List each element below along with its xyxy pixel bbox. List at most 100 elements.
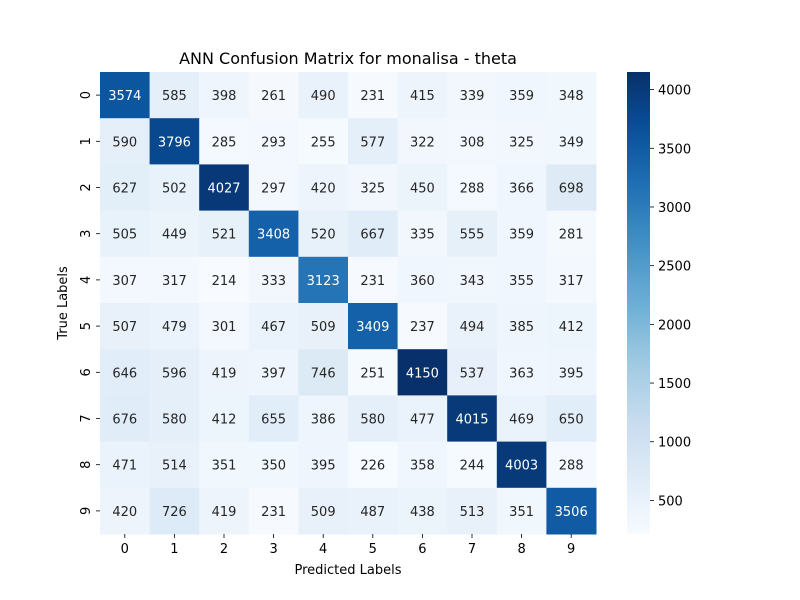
cell-value-label: 297 bbox=[261, 182, 286, 197]
cell-value-label: 397 bbox=[261, 366, 286, 381]
heatmap-cell bbox=[248, 210, 299, 258]
cell-value-label: 4015 bbox=[455, 413, 488, 428]
heatmap-cell bbox=[298, 164, 349, 212]
cell-value-label: 655 bbox=[261, 413, 286, 428]
cell-value-label: 580 bbox=[360, 413, 385, 428]
heatmap-cell bbox=[298, 303, 349, 350]
cell-value-label: 3574 bbox=[108, 89, 141, 104]
cell-value-label: 325 bbox=[509, 135, 534, 150]
cell-value-label: 420 bbox=[311, 182, 336, 197]
cell-value-label: 627 bbox=[112, 182, 137, 197]
heatmap-cell bbox=[199, 210, 250, 258]
cell-value-label: 385 bbox=[509, 320, 534, 335]
heatmap-cell bbox=[199, 303, 250, 350]
heatmap-cell bbox=[298, 210, 349, 258]
heatmap-cell bbox=[546, 118, 597, 165]
heatmap-cell bbox=[447, 256, 498, 304]
cell-value-label: 350 bbox=[261, 459, 286, 474]
cell-value-label: 261 bbox=[261, 89, 286, 104]
y-tick-label: 9 bbox=[79, 507, 94, 515]
cell-value-label: 471 bbox=[112, 459, 137, 474]
y-tick-label: 6 bbox=[79, 368, 94, 376]
cell-value-label: 596 bbox=[162, 366, 187, 381]
heatmap-cell bbox=[100, 256, 151, 304]
heatmap-cell bbox=[348, 164, 399, 212]
heatmap-cell bbox=[546, 256, 597, 304]
heatmap-cell bbox=[397, 164, 448, 212]
heatmap-cell bbox=[447, 395, 498, 443]
chart-title: ANN Confusion Matrix for monalisa - thet… bbox=[179, 49, 517, 68]
heatmap-cell bbox=[348, 118, 399, 165]
heatmap-cell bbox=[348, 72, 399, 119]
heatmap-cell bbox=[447, 349, 498, 396]
heatmap-cell bbox=[100, 210, 151, 258]
heatmap-cell bbox=[348, 256, 399, 304]
cell-value-label: 507 bbox=[112, 320, 137, 335]
heatmap-cell bbox=[199, 72, 250, 119]
heatmap-cell bbox=[397, 118, 448, 165]
heatmap-cell bbox=[149, 256, 200, 304]
heatmap-cell bbox=[496, 303, 547, 350]
heatmap-cell bbox=[397, 72, 448, 119]
x-tick-label: 3 bbox=[269, 542, 277, 557]
heatmap-cell bbox=[397, 210, 448, 258]
heatmap-cell bbox=[100, 349, 151, 396]
heatmap-cell bbox=[348, 349, 399, 396]
cell-value-label: 355 bbox=[509, 274, 534, 289]
heatmap-cell bbox=[248, 164, 299, 212]
cell-value-label: 580 bbox=[162, 413, 187, 428]
cell-value-label: 360 bbox=[410, 274, 435, 289]
cell-value-label: 398 bbox=[212, 89, 237, 104]
cell-value-label: 3408 bbox=[257, 228, 290, 243]
cell-value-label: 667 bbox=[360, 228, 385, 243]
heatmap-cell bbox=[496, 487, 547, 535]
cell-value-label: 3796 bbox=[158, 135, 191, 150]
colorbar-tick-label: 1000 bbox=[658, 436, 691, 451]
cell-value-label: 450 bbox=[410, 182, 435, 197]
cell-value-label: 349 bbox=[559, 135, 584, 150]
heatmap-cell bbox=[298, 487, 349, 535]
heatmap-cell bbox=[199, 487, 250, 535]
cell-value-label: 494 bbox=[460, 320, 485, 335]
cell-value-label: 585 bbox=[162, 89, 187, 104]
cell-value-label: 359 bbox=[509, 89, 534, 104]
cell-value-label: 698 bbox=[559, 182, 584, 197]
y-tick-label: 8 bbox=[79, 461, 94, 469]
heatmap-cell bbox=[397, 395, 448, 443]
heatmap-cell bbox=[496, 395, 547, 443]
cell-value-label: 4003 bbox=[505, 459, 538, 474]
x-tick-label: 0 bbox=[121, 542, 129, 557]
cell-value-label: 308 bbox=[460, 135, 485, 150]
heatmap-cell bbox=[199, 395, 250, 443]
heatmap-cell bbox=[149, 441, 200, 489]
heatmap-cell bbox=[100, 72, 151, 119]
heatmap-cell bbox=[348, 210, 399, 258]
y-tick-label: 1 bbox=[79, 137, 94, 145]
heatmap-cell bbox=[298, 395, 349, 443]
heatmap-cell bbox=[100, 441, 151, 489]
cell-value-label: 419 bbox=[212, 505, 237, 520]
heatmap-cell bbox=[397, 487, 448, 535]
heatmap-cell bbox=[546, 210, 597, 258]
x-tick-label: 7 bbox=[468, 542, 476, 557]
cell-value-label: 214 bbox=[212, 274, 237, 289]
heatmap-cell bbox=[298, 72, 349, 119]
heatmap-cell bbox=[447, 303, 498, 350]
heatmap-cell bbox=[149, 164, 200, 212]
cell-value-label: 251 bbox=[360, 366, 385, 381]
heatmap-cell bbox=[149, 395, 200, 443]
cell-value-label: 726 bbox=[162, 505, 187, 520]
cell-value-label: 288 bbox=[460, 182, 485, 197]
colorbar bbox=[627, 72, 650, 534]
colorbar-ticks: 500 1000 1500 2000 2500 3000 3500 4000 bbox=[650, 84, 691, 509]
heatmap-cell bbox=[149, 487, 200, 535]
cell-value-label: 339 bbox=[460, 89, 485, 104]
heatmap-cell bbox=[496, 118, 547, 165]
x-axis-ticks: 0 1 2 3 4 5 6 7 8 9 bbox=[121, 534, 575, 557]
cell-value-label: 386 bbox=[311, 413, 336, 428]
heatmap-cell bbox=[447, 72, 498, 119]
cell-value-label: 348 bbox=[559, 89, 584, 104]
heatmap-cell bbox=[447, 210, 498, 258]
cell-value-label: 490 bbox=[311, 89, 336, 104]
cell-value-label: 343 bbox=[460, 274, 485, 289]
